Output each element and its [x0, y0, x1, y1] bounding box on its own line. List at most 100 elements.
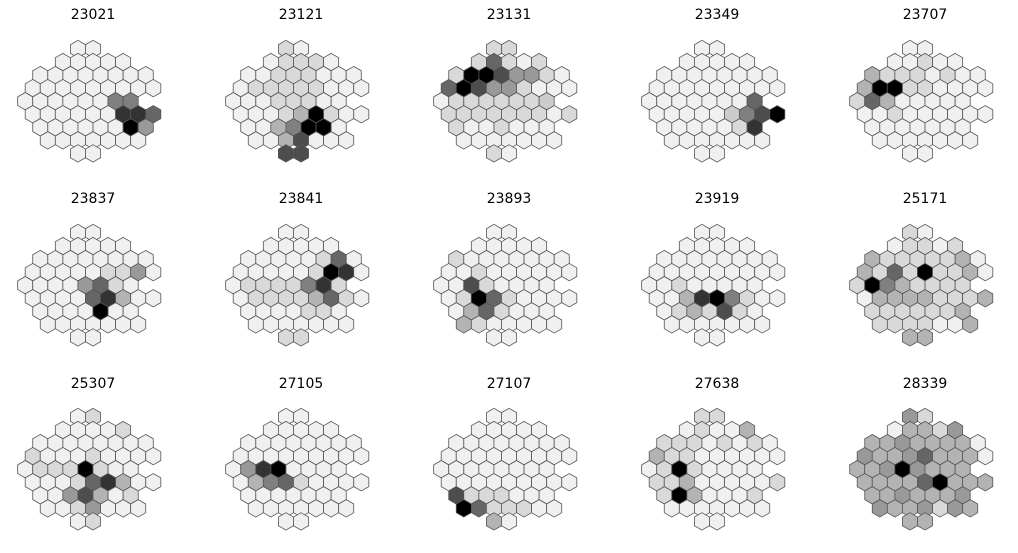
hex-cell	[485, 328, 502, 347]
hex-cell	[455, 499, 472, 518]
hex-cell	[694, 512, 710, 531]
hex-cell	[977, 78, 994, 98]
hex-cell	[977, 262, 994, 282]
hex-cell	[769, 289, 786, 308]
hex-cell	[485, 512, 502, 531]
hex-cell	[977, 473, 994, 492]
hex-cell	[754, 315, 771, 334]
hex-cell	[70, 144, 86, 163]
panel-title: 23837	[71, 191, 116, 207]
panel-title: 23131	[487, 7, 532, 23]
hex-cell	[262, 499, 279, 518]
hex-cell	[308, 315, 325, 334]
hex-cell	[917, 512, 933, 531]
hex-cell	[531, 499, 548, 518]
hex-cell	[501, 512, 517, 531]
panel-title: 27638	[695, 376, 740, 392]
hex-cell	[886, 315, 903, 334]
hex-cell	[739, 499, 756, 518]
hex-cell	[501, 144, 517, 163]
hex-cell	[694, 328, 710, 347]
hex-cell	[70, 328, 86, 347]
hex-cell	[308, 499, 325, 518]
hex-cell	[531, 131, 548, 150]
hex-cell	[338, 131, 355, 150]
hex-cell	[85, 328, 101, 347]
heatmap-panel-23837: 23837	[17, 191, 162, 347]
panel-title: 27107	[487, 376, 532, 392]
hex-cell	[262, 131, 279, 150]
hex-cell	[353, 289, 370, 308]
hex-cell	[917, 144, 933, 163]
hex-cell	[947, 131, 964, 150]
heatmap-panel-23131: 23131	[433, 7, 578, 163]
hex-cell	[546, 499, 563, 518]
hex-cell	[247, 315, 264, 334]
hex-cell	[962, 499, 979, 518]
panel-title: 25307	[71, 376, 116, 392]
hex-cell	[39, 499, 56, 518]
panel-title: 23707	[903, 7, 948, 23]
hex-cell	[977, 289, 994, 308]
hex-cell	[769, 262, 786, 282]
hex-cell	[115, 499, 132, 518]
hex-cell	[932, 315, 948, 334]
hex-cell	[70, 512, 86, 531]
hex-cell	[947, 499, 964, 518]
hex-cell	[663, 499, 680, 518]
hex-cell	[977, 105, 994, 124]
hex-cell	[516, 315, 532, 334]
hex-cell	[145, 289, 162, 308]
hex-cell	[724, 315, 740, 334]
hex-cell	[353, 78, 370, 98]
hex-cell	[977, 446, 994, 466]
heatmap-panel-23021: 23021	[17, 7, 162, 163]
hex-cell	[678, 131, 695, 150]
panel-title: 23349	[695, 7, 740, 23]
hex-cell	[546, 131, 563, 150]
hex-cell	[516, 499, 532, 518]
hex-cell	[100, 499, 116, 518]
hex-cell	[724, 499, 740, 518]
heatmap-panel-23893: 23893	[433, 191, 578, 347]
hex-cell	[100, 131, 116, 150]
hex-cell	[947, 315, 964, 334]
hex-cell	[115, 315, 132, 334]
hex-cell	[902, 144, 918, 163]
hex-cell	[932, 131, 948, 150]
heatmap-panel-27107: 27107	[433, 376, 578, 531]
hex-cell	[293, 328, 309, 347]
hex-cell	[338, 499, 355, 518]
heatmap-panel-28339: 28339	[849, 376, 994, 531]
hex-cell	[308, 131, 325, 150]
hex-cell	[769, 105, 786, 124]
hex-cell	[516, 131, 532, 150]
hex-cell	[769, 473, 786, 492]
hex-cell	[694, 144, 710, 163]
hex-cell	[754, 499, 771, 518]
hex-cell	[871, 315, 888, 334]
hex-cell	[353, 473, 370, 492]
hex-cell	[470, 499, 487, 518]
hex-cell	[561, 473, 578, 492]
hex-cell	[561, 78, 578, 98]
hex-cell	[353, 262, 370, 282]
hex-cell	[886, 499, 903, 518]
hex-cell	[663, 315, 680, 334]
heatmap-panel-23841: 23841	[225, 191, 370, 347]
hex-cell	[247, 499, 264, 518]
hex-cell	[39, 315, 56, 334]
heatmap-panel-23919: 23919	[641, 191, 786, 347]
hex-cell	[455, 131, 472, 150]
hex-cell	[247, 131, 264, 150]
hex-cell	[100, 315, 116, 334]
panel-title: 27105	[279, 376, 324, 392]
heatmap-panel-23707: 23707	[849, 7, 994, 163]
hex-cell	[277, 328, 294, 347]
hex-cell	[470, 315, 487, 334]
panel-title: 23121	[279, 7, 324, 23]
hex-cell	[338, 315, 355, 334]
hex-cell	[678, 315, 695, 334]
heatmap-panel-25171: 25171	[849, 191, 994, 347]
